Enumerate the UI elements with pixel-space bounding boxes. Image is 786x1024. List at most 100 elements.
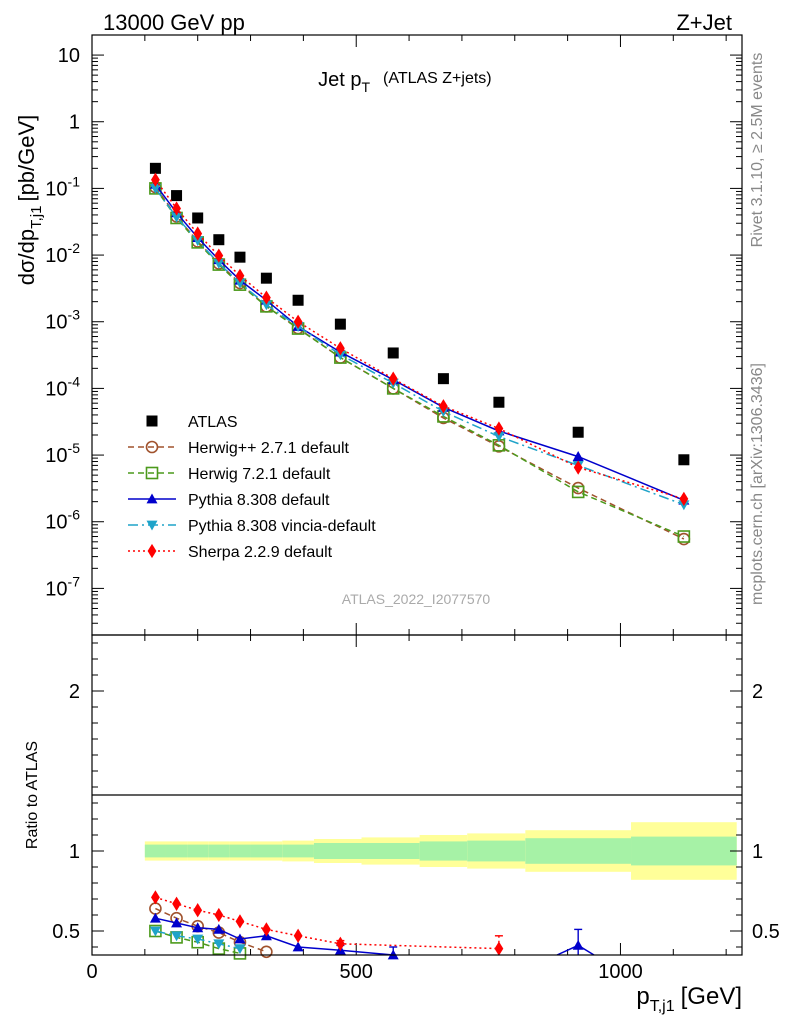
- legend-entry: Herwig++ 2.7.1 default: [128, 440, 350, 457]
- tick-exponent: -1: [68, 173, 81, 189]
- data-point: [439, 399, 448, 414]
- inner-uncertainty-band: [187, 844, 209, 858]
- data-point: [192, 236, 204, 247]
- data-point: [335, 341, 345, 356]
- ratio-y-tick-label: 1: [69, 841, 80, 863]
- main-title-text: Jet p: [318, 69, 361, 91]
- ratio-point: [149, 926, 161, 937]
- data-point: [678, 454, 690, 466]
- legend-label: ATLAS: [188, 414, 238, 431]
- inner-uncertainty-band: [419, 841, 468, 861]
- data-point: [213, 234, 225, 246]
- main-y-label-text: dσ/dp: [14, 229, 39, 285]
- series-herwig-7-2-1-default: [149, 182, 691, 543]
- inner-uncertainty-band: [282, 844, 314, 858]
- rivet-label: Rivet 3.1.10, ≥ 2.5M events: [749, 53, 766, 248]
- tick-exponent: -7: [68, 573, 81, 589]
- legend-entry: Herwig 7.2.1 default: [128, 466, 331, 483]
- ratio-series-pythia-8-308-default: [149, 912, 595, 960]
- process-label: Z+Jet: [676, 10, 732, 35]
- ratio-point: [149, 912, 161, 923]
- tick-exponent: -6: [68, 507, 81, 523]
- ratio-point: [213, 939, 225, 950]
- ratio-point: [335, 936, 345, 951]
- main-y-tick-label: 10-2: [45, 240, 80, 267]
- data-point: [193, 226, 203, 241]
- data-point: [494, 421, 504, 436]
- inner-uncertainty-band: [165, 844, 188, 858]
- legend-entry: Pythia 8.308 vincia-default: [128, 518, 376, 535]
- legend-label: Pythia 8.308 default: [188, 492, 330, 509]
- ratio-point: [234, 933, 246, 944]
- inner-uncertainty-band: [361, 843, 420, 859]
- analysis-id: ATLAS_2022_I2077570: [342, 591, 491, 607]
- data-point: [149, 184, 161, 194]
- inner-uncertainty-band: [144, 844, 166, 858]
- main-y-label-unit: [pb/GeV]: [14, 115, 39, 202]
- mcplots-label: mcplots.cern.ch [arXiv:1306.3436]: [749, 363, 766, 605]
- main-y-tick-label: 10-7: [45, 573, 80, 600]
- tick-exponent: -3: [68, 307, 81, 323]
- main-title: Jet pT: [318, 69, 370, 95]
- tick-base: 10: [45, 445, 67, 467]
- legend-marker: [145, 466, 159, 480]
- data-point: [334, 318, 346, 330]
- main-y-axis-label: dσ/dpT,j1 [pb/GeV]: [14, 115, 45, 286]
- main-title-subscript: T: [361, 79, 370, 95]
- data-point: [437, 373, 449, 385]
- data-point: [572, 426, 584, 438]
- ratio-point: [172, 896, 181, 911]
- energy-label: 13000 GeV pp: [103, 10, 245, 35]
- data-point: [677, 530, 691, 543]
- legend-entry: Sherpa 2.2.9 default: [128, 543, 333, 561]
- ratio-panel: 0.5 0.5 1 1 2 2 0 500 1000 Ratio to ATLAS pT,j1 […: [24, 634, 780, 1015]
- legend-entry: Pythia 8.308 default: [128, 492, 330, 509]
- x-tick-label: 1000: [598, 961, 643, 983]
- ratio-series-herwig-2-7-1-default: [149, 902, 273, 959]
- inner-uncertainty-band: [631, 836, 737, 866]
- data-point: [388, 371, 398, 386]
- ratio-point: [292, 941, 304, 952]
- ratio-point: [214, 907, 224, 923]
- data-point: [573, 460, 583, 475]
- data-point: [292, 294, 304, 306]
- legend-marker: [145, 440, 159, 454]
- legend-label: Herwig++ 2.7.1 default: [188, 440, 350, 457]
- main-y-tick-label: 10-1: [45, 173, 80, 200]
- ratio-y-tick-label-right: 2: [752, 681, 763, 703]
- inner-uncertainty-band: [208, 844, 230, 858]
- x-axis-label: pT,j1 [GeV]: [636, 983, 742, 1015]
- ratio-point: [171, 931, 183, 942]
- ratio-point: [293, 928, 303, 943]
- data-point: [214, 248, 224, 263]
- ratio-line: [155, 907, 267, 953]
- tick-base: 10: [45, 378, 67, 400]
- ratio-point: [494, 941, 504, 956]
- series-line: [154, 186, 685, 540]
- series-pythia-8-308-vincia-default: [149, 184, 690, 511]
- legend: ATLAS Herwig++ 2.7.1 default Herwig 7.2.1 …: [128, 414, 376, 561]
- main-y-tick-label: 10-4: [45, 373, 80, 400]
- data-point: [234, 278, 246, 289]
- x-label-subscript: T,j1: [650, 998, 675, 1015]
- main-title-suffix: (ATLAS Z+jets): [383, 70, 492, 87]
- data-point: [260, 272, 272, 284]
- main-y-tick-label: 10-6: [45, 507, 80, 534]
- data-point: [293, 314, 303, 329]
- series-herwig-2-7-1-default: [149, 180, 691, 546]
- ratio-y-tick-label-right: 0.5: [752, 921, 780, 943]
- ratio-point: [572, 939, 584, 950]
- x-tick-label: 0: [86, 961, 97, 983]
- tick-base: 10: [45, 512, 67, 534]
- data-point: [171, 190, 183, 202]
- data-point: [571, 485, 585, 499]
- legend-marker: [146, 493, 158, 504]
- tick-base: 10: [45, 178, 67, 200]
- ratio-point: [213, 923, 225, 934]
- tick-base: 10: [45, 312, 67, 334]
- ratio-series: [149, 890, 595, 960]
- uncertainty-bands: [144, 822, 737, 880]
